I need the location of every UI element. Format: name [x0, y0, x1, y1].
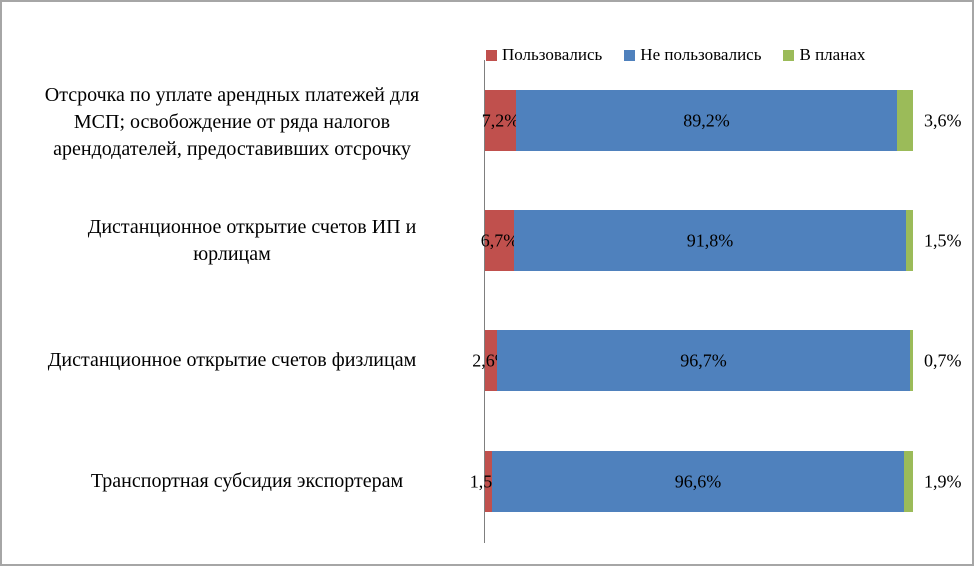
bar-segment-planned	[906, 210, 913, 271]
bar-row: 1,5% 96,6%	[470, 451, 913, 512]
value-label: 7,2%	[481, 110, 520, 130]
legend-swatch-blue	[624, 49, 636, 61]
category-label: Дистанционное открытие счетов ИП и юрлиц…	[2, 214, 462, 268]
label-line: юрлицам	[193, 243, 271, 265]
bar-row: 6,7% 91,8%	[481, 210, 913, 271]
bar-segment-used: 2,6%	[472, 330, 510, 391]
bar-segment-not-used: 96,7%	[497, 330, 910, 391]
category-label: Отсрочка по уплате арендных платежей для…	[2, 82, 462, 163]
value-label: 91,8%	[686, 230, 734, 250]
legend-label: Пользовались	[502, 45, 603, 64]
bar-segment-used: 7,2%	[482, 90, 519, 151]
category-label: Транспортная субсидия экспортерам	[2, 468, 462, 495]
bar-segment-planned	[904, 451, 913, 512]
category-label: Дистанционное открытие счетов физлицам	[2, 347, 462, 374]
bar-row: 2,6% 96,7%	[472, 330, 913, 391]
label-line: Транспортная субсидия экспортерам	[90, 470, 404, 492]
value-label-planned: 0,7%	[924, 350, 962, 371]
bar-row: 7,2% 89,2%	[482, 90, 913, 151]
legend-swatch-red	[486, 49, 497, 61]
label-line: Дистанционное открытие счетов ИП и	[87, 216, 417, 238]
legend-swatch-green	[783, 49, 795, 61]
category-axis	[484, 60, 485, 543]
value-label: 96,7%	[680, 350, 727, 370]
bar-segment-not-used: 96,6%	[492, 451, 904, 512]
value-label: 96,6%	[674, 471, 722, 491]
bar-segment-used: 6,7%	[481, 210, 518, 271]
legend: Пользовались Не пользовались В планах	[486, 44, 887, 66]
legend-label: В планах	[799, 45, 866, 64]
value-label-planned: 1,5%	[924, 230, 962, 251]
value-label: 6,7%	[480, 230, 519, 250]
legend-label: Не пользовались	[640, 45, 762, 64]
bar-segment-used: 1,5%	[470, 451, 507, 512]
legend-item-planned: В планах	[783, 45, 865, 65]
legend-item-not-used: Не пользовались	[624, 45, 761, 65]
label-line: Отсрочка по уплате арендных платежей для	[44, 84, 420, 106]
value-label-planned: 3,6%	[924, 110, 962, 131]
value-label-planned: 1,9%	[924, 471, 962, 492]
label-line: Дистанционное открытие счетов физлицам	[47, 349, 417, 371]
value-label: 89,2%	[683, 110, 730, 130]
bar-segment-not-used: 89,2%	[516, 90, 897, 151]
label-line: МСП; освобождение от ряда налогов	[73, 111, 391, 133]
bar-segment-planned	[897, 90, 913, 151]
label-line: арендодателей, предоставивших отсрочку	[53, 138, 411, 160]
bar-segment-not-used: 91,8%	[514, 210, 906, 271]
legend-item-used: Пользовались	[486, 45, 602, 65]
bar-segment-planned	[910, 330, 913, 391]
